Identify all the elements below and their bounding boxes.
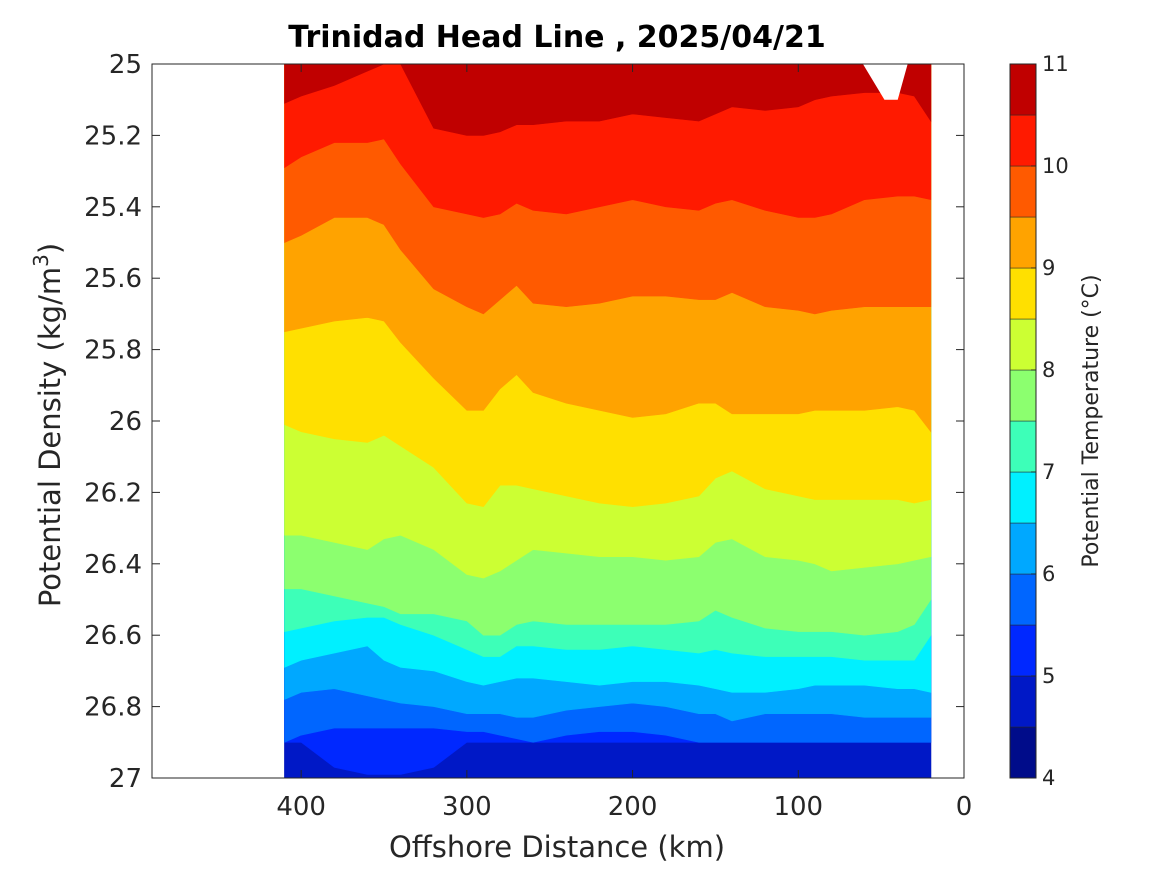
- contour-band-10-5: [284, 64, 932, 136]
- x-axis: 400 300 200 100 0: [276, 64, 972, 822]
- y-tick-label: 25.2: [84, 121, 142, 151]
- colorbar-tick-label: 4: [1042, 766, 1055, 790]
- colorbar-swatch: [1009, 675, 1037, 728]
- contour-fill-group: [284, 64, 932, 778]
- colorbar-swatch: [1009, 522, 1037, 575]
- y-tick-label: 25.4: [84, 193, 142, 223]
- y-tick-label: 26.8: [84, 693, 142, 723]
- colorbar-swatch: [1009, 726, 1037, 779]
- y-tick-label: 26.2: [84, 478, 142, 508]
- y-axis-title-end: ): [33, 243, 67, 254]
- colorbar-swatch: [1009, 318, 1037, 371]
- x-tick-label: 0: [956, 792, 973, 822]
- y-tick-label: 26.4: [84, 550, 142, 580]
- colorbar-swatch: [1009, 420, 1037, 473]
- colorbar-tick-label: 7: [1042, 460, 1055, 484]
- colorbar-swatch: [1009, 216, 1037, 269]
- x-tick-label: 300: [442, 792, 492, 822]
- x-axis-title: Offshore Distance (km): [389, 830, 725, 864]
- colorbar-tick-label: 9: [1042, 256, 1055, 280]
- colorbar-swatch: [1009, 267, 1037, 320]
- colorbar-swatch: [1009, 114, 1037, 167]
- x-tick-label: 400: [276, 792, 326, 822]
- y-axis-title: Potential Density (kg/m3): [29, 243, 67, 607]
- y-axis-title-sup: 3: [29, 254, 53, 267]
- colorbar-swatch: [1009, 165, 1037, 218]
- chart-title: Trinidad Head Line , 2025/04/21: [288, 20, 825, 55]
- colorbar-swatch: [1009, 63, 1037, 116]
- colorbar: 4 5 6 7 8 9 10 11: [1009, 52, 1069, 790]
- colorbar-tick-label: 10: [1042, 154, 1069, 178]
- colorbar-swatch: [1009, 573, 1037, 626]
- colorbar-tick-label: 11: [1042, 52, 1069, 76]
- colorbar-tick-label: 8: [1042, 358, 1055, 382]
- y-axis: 25 25.2 25.4 25.6 25.8 26 26.2 26.4 26.6 26.8 27: [84, 50, 964, 794]
- colorbar-title: Potential Temperature (°C): [1079, 274, 1104, 567]
- y-tick-label: 25: [109, 50, 142, 80]
- colorbar-tick-label: 5: [1042, 664, 1055, 688]
- colorbar-swatch: [1009, 369, 1037, 422]
- y-tick-label: 26.6: [84, 621, 142, 651]
- y-tick-label: 27: [109, 764, 142, 794]
- x-tick-label: 200: [608, 792, 658, 822]
- y-tick-label: 25.8: [84, 336, 142, 366]
- colorbar-swatch: [1009, 471, 1037, 524]
- colorbar-tick-label: 6: [1042, 562, 1055, 586]
- colorbar-frame: [1009, 63, 1037, 779]
- y-axis-title-main: Potential Density (kg/m: [33, 267, 67, 607]
- y-tick-label: 25.6: [84, 264, 142, 294]
- colorbar-swatch: [1009, 624, 1037, 677]
- y-tick-label: 26: [109, 407, 142, 437]
- no-data-notch: [862, 64, 931, 100]
- x-tick-label: 100: [773, 792, 823, 822]
